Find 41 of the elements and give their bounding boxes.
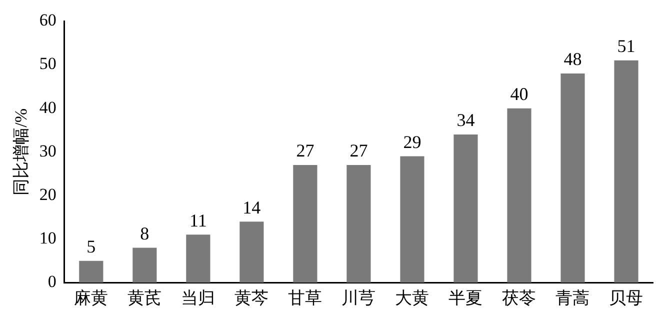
x-tick-label: 大黄	[395, 288, 430, 308]
y-tick-label: 10	[39, 228, 56, 248]
data-label: 27	[296, 140, 314, 161]
data-label: 11	[190, 210, 207, 230]
data-label: 51	[617, 36, 636, 56]
x-tick-label: 贝母	[609, 288, 644, 308]
bar	[132, 248, 157, 283]
y-tick-label: 20	[39, 184, 56, 204]
bar	[454, 134, 478, 283]
data-label: 40	[510, 84, 528, 104]
bar	[186, 234, 210, 283]
bar	[400, 156, 424, 283]
data-label: 34	[456, 110, 475, 130]
data-label: 27	[350, 140, 368, 161]
y-tick-label: 30	[39, 141, 56, 160]
data-label: 5	[86, 236, 96, 257]
x-tick-label: 甘草	[288, 288, 322, 308]
x-tick-label: 川芎	[342, 288, 376, 308]
x-tick-label: 黄芩	[234, 288, 269, 308]
x-tick-label: 当归	[181, 288, 216, 308]
x-tick-label: 黄芪	[128, 288, 162, 308]
y-axis-title: 同比增幅/%	[12, 108, 31, 196]
bar	[293, 164, 318, 283]
x-tick-label: 茯苓	[502, 288, 536, 308]
data-label: 14	[242, 197, 261, 218]
bar	[560, 73, 585, 283]
y-tick-label: 50	[39, 54, 56, 74]
bar	[240, 222, 264, 283]
bar	[614, 60, 638, 283]
y-tick-label: 40	[39, 98, 56, 117]
x-tick-label: 青蒿	[556, 288, 590, 308]
data-label: 29	[403, 132, 422, 152]
y-tick-label: 60	[39, 10, 56, 30]
x-tick-label: 半夏	[448, 288, 483, 308]
y-tick-label: 0	[48, 272, 56, 292]
data-label: 8	[140, 223, 150, 244]
bar	[507, 108, 532, 283]
data-label: 48	[564, 49, 582, 70]
bar	[346, 164, 371, 283]
bar	[79, 260, 104, 283]
x-tick-label: 麻黄	[74, 288, 108, 308]
